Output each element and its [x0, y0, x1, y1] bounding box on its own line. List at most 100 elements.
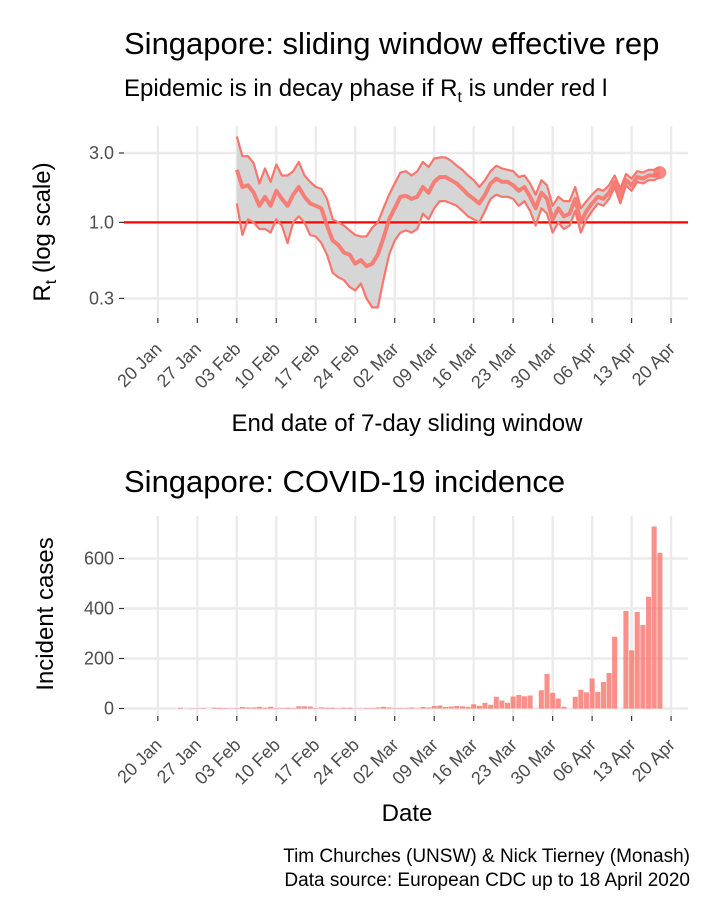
incidence-bar — [538, 690, 544, 709]
incidence-bar — [403, 708, 409, 709]
incidence-bar — [380, 706, 386, 709]
rt-ytick-label: 3.0 — [89, 143, 114, 163]
incidence-bar — [211, 707, 217, 709]
incidence-bar — [251, 707, 257, 709]
incidence-xtick-label: 06 Apr — [549, 735, 600, 786]
rt-xtick-label: 13 Apr — [588, 339, 639, 390]
incidence-bar — [341, 707, 347, 709]
incidence-bar — [646, 596, 652, 709]
incidence-bar — [392, 708, 398, 709]
rt-xtick-label: 06 Apr — [549, 339, 600, 390]
rt-y-axis-label: Rt (log scale) — [29, 162, 60, 301]
incidence-bar — [651, 526, 657, 709]
incidence-bar — [527, 695, 533, 709]
caption-source: Data source: European CDC up to 18 April… — [284, 870, 690, 891]
incidence-panel: Singapore: COVID-19 incidence 0 200 400 600… — [32, 464, 688, 827]
incidence-bar — [488, 704, 494, 709]
incidence-ytick-label: 200 — [84, 649, 114, 669]
incidence-bar — [239, 707, 245, 709]
rt-chart-title: Singapore: sliding window effective rep — [124, 26, 659, 61]
incidence-bar — [285, 707, 291, 709]
incidence-bar — [290, 708, 296, 709]
incidence-bar — [629, 650, 635, 709]
incidence-bar — [397, 708, 403, 709]
incidence-bar — [516, 695, 522, 709]
incidence-bar — [431, 706, 437, 709]
incidence-ytick-label: 0 — [104, 699, 114, 719]
incidence-bar — [634, 612, 640, 709]
rt-last-point — [653, 166, 667, 180]
incidence-bar — [347, 707, 353, 709]
incidence-bar — [555, 698, 561, 709]
incidence-bar — [177, 707, 183, 709]
incidence-bar — [386, 707, 392, 709]
incidence-bar — [279, 708, 285, 709]
incidence-bar — [550, 692, 556, 709]
incidence-bar — [612, 636, 618, 709]
incidence-y-ticks: 0 200 400 600 — [84, 549, 124, 719]
incidence-bar — [217, 707, 223, 709]
incidence-bar — [256, 706, 262, 709]
incidence-ytick-label: 400 — [84, 599, 114, 619]
rt-series — [234, 136, 667, 309]
incidence-bar — [600, 682, 606, 709]
incidence-bar — [324, 707, 330, 709]
incidence-bar — [657, 552, 663, 709]
rt-mean-line — [234, 169, 661, 269]
incidence-y-axis-label: Incident cases — [32, 537, 59, 690]
incidence-bar — [606, 673, 612, 709]
rt-lower-line — [235, 176, 661, 309]
incidence-bar — [578, 689, 584, 709]
incidence-bar — [234, 708, 240, 709]
incidence-bar — [420, 707, 426, 709]
incidence-bar — [262, 707, 268, 709]
rt-xtick-label: 20 Apr — [628, 339, 679, 390]
incidence-bar — [369, 708, 375, 709]
incidence-bars — [177, 526, 663, 709]
incidence-bar — [268, 706, 274, 709]
incidence-bar — [572, 696, 578, 709]
incidence-bar — [426, 707, 432, 709]
incidence-bar — [442, 707, 448, 709]
incidence-chart-title: Singapore: COVID-19 incidence — [124, 464, 565, 499]
incidence-bar — [307, 706, 313, 709]
incidence-bar — [273, 708, 279, 709]
incidence-bar — [471, 704, 477, 709]
rt-panel: Singapore: sliding window effective rep … — [29, 26, 688, 437]
incidence-bar — [301, 706, 307, 709]
incidence-bar — [375, 707, 381, 709]
incidence-bar — [510, 696, 516, 709]
rt-chart-subtitle: Epidemic is in decay phase if Rt is unde… — [124, 75, 607, 106]
incidence-bar — [561, 706, 567, 709]
incidence-xtick-label: 13 Apr — [588, 735, 639, 786]
incidence-bar — [223, 708, 229, 709]
incidence-bar — [437, 705, 443, 709]
incidence-xtick-label: 20 Apr — [628, 735, 679, 786]
incidence-bar — [482, 702, 488, 709]
incidence-bar — [448, 706, 454, 709]
incidence-bar — [640, 625, 646, 709]
incidence-bar — [505, 702, 511, 709]
incidence-bar — [459, 706, 465, 709]
caption-authors: Tim Churches (UNSW) & Nick Tierney (Mona… — [283, 846, 690, 867]
incidence-bar — [465, 706, 471, 709]
incidence-bar — [595, 692, 601, 709]
rt-upper-line — [235, 136, 661, 238]
incidence-bar — [296, 706, 302, 709]
rt-ribbon-area — [236, 136, 660, 308]
incidence-bar — [330, 707, 336, 709]
incidence-bar — [318, 707, 324, 709]
incidence-bar — [623, 611, 629, 709]
incidence-bar — [499, 700, 505, 709]
incidence-bar — [589, 678, 595, 709]
incidence-bar — [364, 708, 370, 709]
rt-ytick-label: 0.3 — [89, 288, 114, 308]
incidence-bar — [544, 674, 550, 709]
incidence-bar — [521, 696, 527, 709]
incidence-bar — [583, 692, 589, 709]
incidence-x-axis-label: Date — [382, 800, 433, 827]
rt-x-axis-label: End date of 7-day sliding window — [232, 410, 584, 437]
